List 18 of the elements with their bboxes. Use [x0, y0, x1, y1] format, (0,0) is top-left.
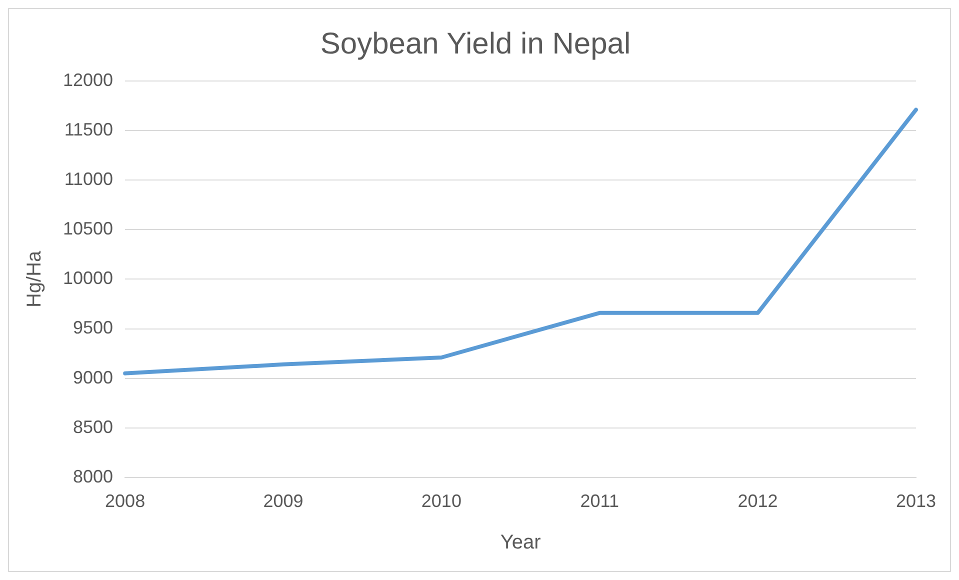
x-tick-label: 2009: [263, 491, 304, 512]
x-tick-label: 2008: [105, 491, 146, 512]
x-tick-label: 2013: [896, 491, 936, 512]
y-tick-label: 11000: [64, 169, 114, 190]
y-tick-label: 9500: [73, 318, 114, 338]
y-tick-label: 8000: [73, 466, 114, 486]
chart-title: Soybean Yield in Nepal: [320, 27, 631, 60]
y-axis-title: Hg/Ha: [24, 250, 46, 308]
y-tick-label: 12000: [62, 70, 114, 90]
y-tick-label: 8500: [73, 416, 114, 437]
x-tick-label: 2012: [738, 491, 778, 512]
x-tick-label: 2011: [580, 491, 619, 512]
y-tick-label: 10500: [62, 218, 114, 239]
y-tick-label: 10000: [62, 268, 114, 288]
x-tick-label: 2010: [421, 491, 462, 512]
y-tick-label: 9000: [73, 367, 114, 388]
y-tick-label: 11500: [64, 120, 114, 140]
x-axis-title: Year: [500, 532, 542, 554]
